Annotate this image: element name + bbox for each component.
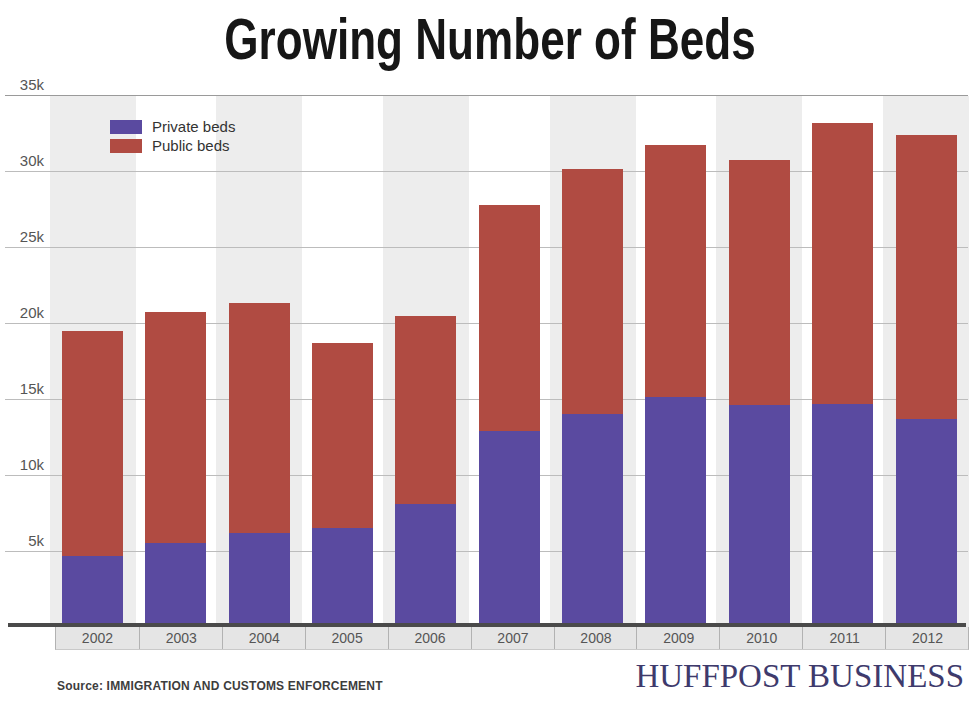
x-axis-label-2004: 2004 [222,627,306,649]
bar-segment-public-2011 [812,123,873,404]
bar-segment-private-2004 [229,533,290,627]
x-axis-label-2005: 2005 [305,627,389,649]
chart-page: Growing Number of Beds 5k10k15k20k25k30k… [0,0,980,708]
y-axis-tick-label: 5k [0,532,44,550]
public-beds-swatch [110,139,142,153]
bar-segment-private-2012 [896,419,957,627]
x-axis-label-2006: 2006 [388,627,472,649]
x-axis-label-2009: 2009 [636,627,720,649]
y-axis-tick-label: 15k [0,380,44,398]
y-axis-tick-label: 25k [0,228,44,246]
legend: Private beds Public beds [110,117,235,155]
bar-segment-public-2012 [896,135,957,419]
x-axis-label-2007: 2007 [471,627,555,649]
x-axis-label-2010: 2010 [719,627,803,649]
bar-segment-private-2010 [729,405,790,627]
y-axis-tick-label: 20k [0,304,44,322]
x-axis-band: 2002200320042005200620072008200920102011… [55,627,969,650]
x-axis-label-2008: 2008 [554,627,638,649]
bar-segment-private-2002 [62,556,123,627]
bar-segment-public-2003 [145,312,206,543]
legend-item-public: Public beds [110,136,235,155]
bar-segment-private-2011 [812,404,873,627]
x-axis-label-2003: 2003 [139,627,223,649]
source-note: Source: IMMIGRATION AND CUSTOMS ENFORCEM… [57,679,383,693]
bar-segment-private-2007 [479,431,540,627]
bar-segment-public-2006 [395,316,456,504]
y-axis-tick-label: 35k [0,76,44,94]
bar-segment-public-2005 [312,343,373,528]
bar-segment-public-2009 [645,145,706,397]
x-axis-label-2012: 2012 [885,627,969,649]
gridline-35k [5,95,968,96]
y-axis-tick-label: 10k [0,456,44,474]
plot-area: 5k10k15k20k25k30k35k 2002200320042005200… [0,0,980,708]
bar-segment-public-2004 [229,303,290,533]
x-axis-label-2002: 2002 [56,627,139,649]
bar-segment-private-2009 [645,397,706,627]
bar-segment-public-2007 [479,205,540,431]
bar-segment-public-2010 [729,160,790,405]
legend-label-public: Public beds [152,137,230,154]
bar-segment-private-2005 [312,528,373,627]
bar-segment-public-2008 [562,169,623,414]
y-axis-tick-label: 30k [0,152,44,170]
bar-segment-private-2003 [145,543,206,627]
bar-segment-private-2006 [395,504,456,627]
bar-segment-private-2008 [562,414,623,627]
bar-segment-public-2002 [62,331,123,556]
private-beds-swatch [110,120,142,134]
legend-label-private: Private beds [152,118,235,135]
legend-item-private: Private beds [110,117,235,136]
huffpost-business-logo: HUFFPOST BUSINESS [635,658,964,695]
x-axis-label-2011: 2011 [802,627,886,649]
